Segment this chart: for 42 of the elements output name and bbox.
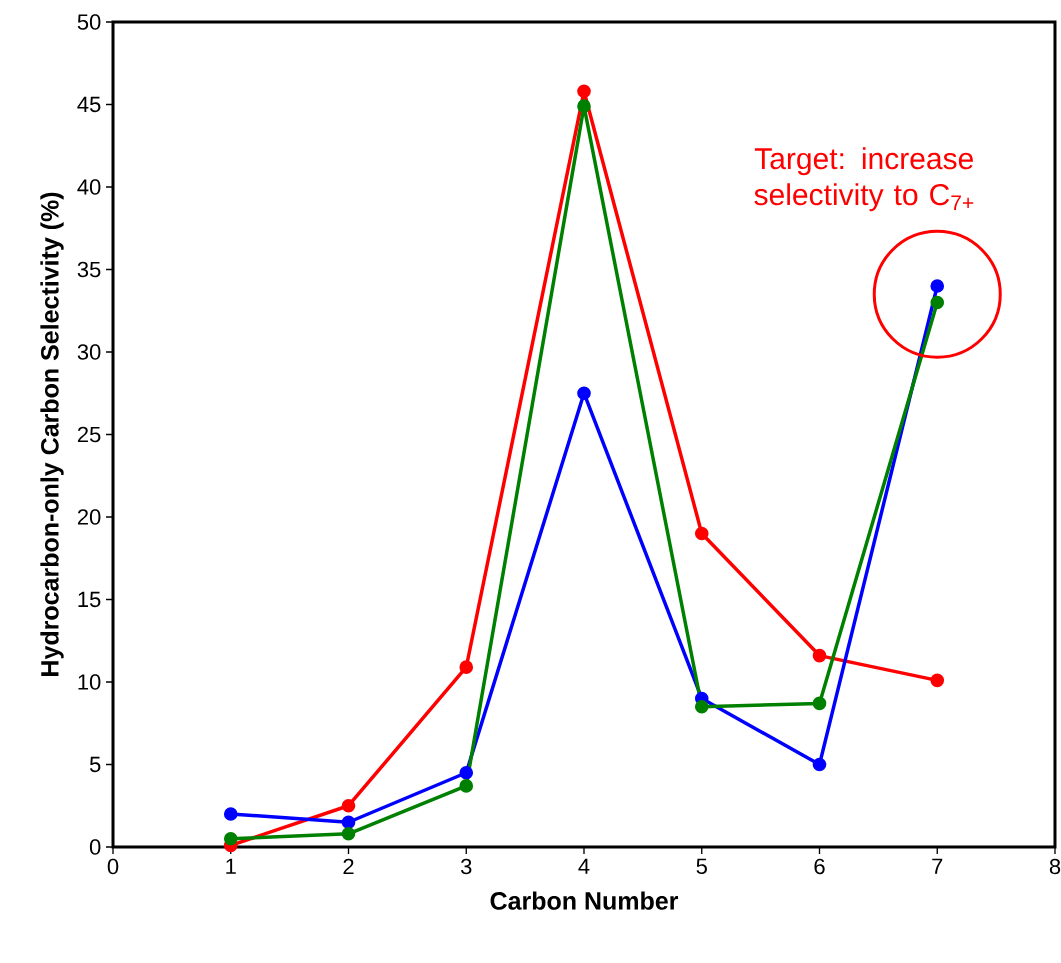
point bbox=[459, 765, 474, 780]
point bbox=[223, 807, 238, 821]
point bbox=[694, 526, 709, 541]
x-tick-label: 6 bbox=[814, 858, 825, 875]
y-tick-label: 25 bbox=[77, 426, 101, 443]
point bbox=[577, 99, 591, 113]
x-tick-label: 1 bbox=[226, 858, 236, 874]
annotation: Target: increase selectivity to C$_{7+}$ bbox=[754, 147, 974, 212]
point bbox=[812, 757, 827, 772]
y-tick-label: 45 bbox=[77, 96, 101, 113]
y-tick-label: 30 bbox=[77, 344, 101, 360]
point bbox=[341, 826, 356, 841]
y-axis-title: Hydrocarbon-only Carbon Selectivity (%) bbox=[40, 192, 64, 676]
point bbox=[930, 673, 945, 688]
x-tick-label: 0 bbox=[107, 858, 119, 875]
point bbox=[694, 699, 709, 714]
point bbox=[812, 696, 827, 711]
point bbox=[341, 798, 356, 813]
y-tick-label: 40 bbox=[77, 179, 101, 195]
x-axis-title: Carbon Number bbox=[490, 891, 679, 910]
point bbox=[341, 815, 356, 830]
x-tick-label: 8 bbox=[1049, 858, 1061, 875]
x-tick-label: 7 bbox=[932, 858, 943, 874]
y-tick-label: 35 bbox=[77, 261, 101, 278]
point bbox=[459, 660, 474, 674]
x-tick-label: 4 bbox=[578, 858, 590, 874]
point bbox=[577, 386, 591, 401]
point bbox=[459, 779, 474, 793]
y-tick-label: 20 bbox=[77, 509, 101, 525]
point bbox=[577, 84, 591, 99]
x-tick-label: 2 bbox=[343, 858, 354, 875]
x-tick-label: 5 bbox=[696, 858, 707, 875]
y-tick-label: 5 bbox=[89, 756, 101, 773]
point bbox=[223, 831, 238, 846]
y-tick-label: 50 bbox=[77, 14, 101, 30]
y-tick-label: 0 bbox=[89, 839, 101, 855]
point bbox=[930, 295, 945, 310]
point bbox=[812, 648, 827, 663]
y-tick-label: 15 bbox=[78, 591, 101, 608]
x-tick-label: 3 bbox=[460, 858, 472, 875]
y-tick-label: 10 bbox=[78, 674, 101, 690]
point bbox=[930, 279, 945, 293]
